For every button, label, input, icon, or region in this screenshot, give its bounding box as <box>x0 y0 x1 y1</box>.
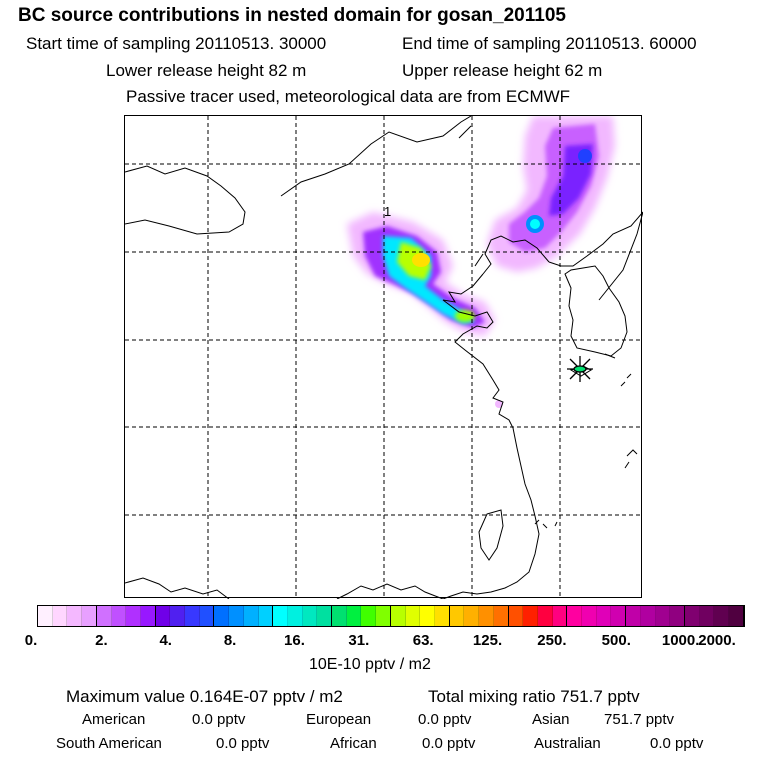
color-scale-cell <box>214 606 230 626</box>
region-name-african: African <box>330 735 377 752</box>
color-scale-cell <box>449 606 465 626</box>
total-mixing-ratio: Total mixing ratio 751.7 pptv <box>428 687 640 706</box>
color-scale-cell <box>38 606 53 626</box>
color-scale-tick-label: 0. <box>24 632 38 649</box>
color-scale-cell <box>243 606 259 626</box>
map-canvas: 1 <box>125 116 643 599</box>
color-scale-cell <box>67 606 83 626</box>
source-contribution-map: 1 <box>124 115 643 599</box>
color-scale-cell <box>405 606 421 626</box>
region-name-asian: Asian <box>532 711 570 728</box>
color-scale-cell <box>434 606 450 626</box>
color-scale-cell <box>361 606 377 626</box>
color-scale-cell <box>537 606 553 626</box>
color-scale-cell <box>523 606 538 626</box>
color-scale-cell <box>82 606 97 626</box>
color-scale-cell <box>199 606 215 626</box>
color-scale-tick-label: 31. <box>348 632 370 649</box>
color-scale-cell <box>376 606 391 626</box>
color-scale-cell <box>332 606 347 626</box>
color-scale-tick-label: 1000. <box>661 632 700 649</box>
color-scale-cell <box>670 606 685 626</box>
region-value-american: 0.0 pptv <box>192 711 246 728</box>
color-scale-tick-label: 2. <box>95 632 108 649</box>
color-scale-cell <box>273 606 288 626</box>
color-scale-cell <box>655 606 671 626</box>
plume-northeast <box>487 116 615 272</box>
color-scale-cell <box>714 606 730 626</box>
color-scale-cell <box>155 606 171 626</box>
region-name-australian: Australian <box>534 735 601 752</box>
color-scale-tick-label: 8. <box>223 632 237 649</box>
color-scale-cell <box>493 606 509 626</box>
color-scale-cell <box>596 606 612 626</box>
color-scale-cell <box>611 606 627 626</box>
color-scale-cell <box>729 606 744 626</box>
lat-lon-grid <box>125 116 643 599</box>
region-name-european: European <box>306 711 372 728</box>
color-scale-cell <box>140 606 156 626</box>
color-scale-cell <box>640 606 656 626</box>
color-scale-tick-label: 2000. <box>698 632 736 649</box>
color-scale-cell <box>552 606 568 626</box>
tracer-note: Passive tracer used, meteorological data… <box>126 87 571 106</box>
color-scale-cell <box>185 606 200 626</box>
release-marker-label: 1 <box>384 204 391 219</box>
color-scale-cell <box>170 606 186 626</box>
color-scale-cell <box>96 606 112 626</box>
color-scale-cell <box>346 606 362 626</box>
region-value-asian: 751.7 pptv <box>604 711 675 728</box>
color-scale-cell <box>258 606 274 626</box>
color-scale-cell <box>287 606 303 626</box>
color-scale-tick-label: 250. <box>537 632 567 649</box>
region-name-american: American <box>82 711 146 728</box>
color-scale-cell <box>582 606 597 626</box>
color-scale-bar <box>37 605 745 627</box>
color-scale-cell <box>420 606 435 626</box>
color-scale-cell <box>390 606 406 626</box>
region-value-african: 0.0 pptv <box>422 735 476 752</box>
region-value-australian: 0.0 pptv <box>650 735 704 752</box>
color-scale-tick-label: 16. <box>284 632 305 649</box>
color-scale-cell <box>684 606 700 626</box>
end-time-label: End time of sampling 20110513. 60000 <box>402 34 697 53</box>
upper-height-label: Upper release height 62 m <box>402 61 603 80</box>
color-scale-cell <box>479 606 494 626</box>
color-scale-cell <box>229 606 244 626</box>
color-scale-cell <box>317 606 333 626</box>
color-scale-tick-label: 63. <box>412 632 434 649</box>
color-scale-cell <box>699 606 715 626</box>
color-scale-cell <box>126 606 141 626</box>
coastlines <box>125 116 643 599</box>
color-scale-cell <box>567 606 583 626</box>
max-value-label: Maximum value 0.164E-07 pptv / m2 <box>66 687 343 706</box>
color-scale-cell <box>464 606 480 626</box>
map-title: BC source contributions in nested domain… <box>18 5 566 26</box>
region-value-south-american: 0.0 pptv <box>216 735 270 752</box>
region-name-south-american: South American <box>56 735 162 752</box>
color-scale-tick-label: 4. <box>159 632 172 649</box>
units-label: 10E-10 pptv / m2 <box>309 656 431 673</box>
color-scale-tick-label: 500. <box>601 632 631 649</box>
plume-north-china <box>347 212 503 408</box>
start-time-label: Start time of sampling 20110513. 30000 <box>26 34 327 53</box>
color-scale-cell <box>302 606 318 626</box>
color-scale-cell <box>508 606 524 626</box>
lower-height-label: Lower release height 82 m <box>106 61 307 80</box>
region-value-european: 0.0 pptv <box>418 711 472 728</box>
color-scale-cell <box>111 606 127 626</box>
color-scale-ticks: 0. 2. 4. 8. 16. 31. 63. 125. 250. 500. 1000. 2000. <box>0 632 768 652</box>
color-scale-tick-label: 125. <box>472 632 503 649</box>
color-scale-cell <box>626 606 641 626</box>
receptor-star-icon <box>567 356 593 382</box>
color-scale-cell <box>52 606 68 626</box>
